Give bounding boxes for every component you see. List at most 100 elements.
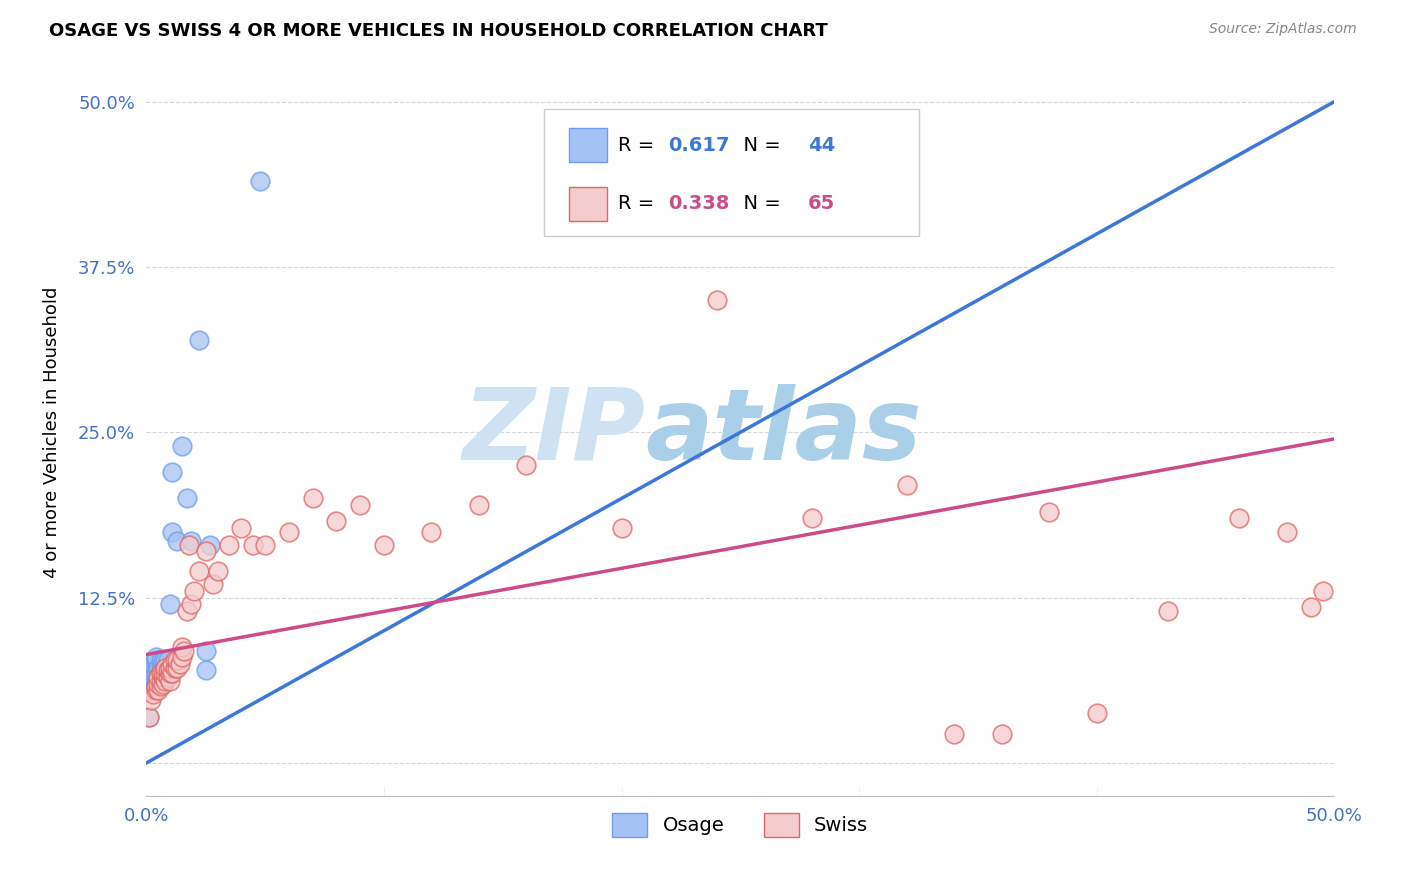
Point xyxy=(231,520,253,534)
Point xyxy=(301,491,323,506)
Point xyxy=(149,653,172,667)
Legend: Osage, Swiss: Osage, Swiss xyxy=(605,805,876,845)
Point xyxy=(138,710,160,724)
Point xyxy=(170,438,193,452)
Point xyxy=(146,670,169,684)
FancyBboxPatch shape xyxy=(544,109,918,235)
Point xyxy=(1227,511,1250,525)
Point xyxy=(149,666,172,681)
Point xyxy=(142,683,165,698)
Point xyxy=(152,670,174,684)
Point xyxy=(990,727,1012,741)
Point xyxy=(162,524,184,539)
Point xyxy=(163,661,186,675)
Point xyxy=(138,710,160,724)
Point xyxy=(152,661,174,675)
Point xyxy=(146,676,169,690)
Point xyxy=(145,653,167,667)
Point xyxy=(155,673,177,688)
Point xyxy=(152,666,174,681)
Point xyxy=(142,657,165,671)
Point xyxy=(149,666,172,681)
Point xyxy=(610,520,633,534)
Point xyxy=(1038,505,1060,519)
Point xyxy=(155,670,177,684)
Point xyxy=(145,676,167,690)
Point xyxy=(155,664,177,678)
Point xyxy=(159,666,181,681)
FancyBboxPatch shape xyxy=(569,128,607,162)
Point xyxy=(468,498,491,512)
Text: OSAGE VS SWISS 4 OR MORE VEHICLES IN HOUSEHOLD CORRELATION CHART: OSAGE VS SWISS 4 OR MORE VEHICLES IN HOU… xyxy=(49,22,828,40)
Point xyxy=(149,676,172,690)
Point xyxy=(146,670,169,684)
Point xyxy=(156,670,179,684)
Point xyxy=(142,687,165,701)
Point xyxy=(173,643,195,657)
Point xyxy=(162,657,184,671)
Point xyxy=(218,538,240,552)
Point xyxy=(373,538,395,552)
Point xyxy=(139,692,162,706)
Point xyxy=(200,538,222,552)
Text: 0.617: 0.617 xyxy=(668,136,730,154)
Point xyxy=(180,597,202,611)
Point xyxy=(145,650,167,665)
Point xyxy=(1299,599,1322,614)
Point xyxy=(156,664,179,678)
Point xyxy=(325,514,347,528)
Point xyxy=(145,679,167,693)
Text: R =: R = xyxy=(619,136,661,154)
Text: 65: 65 xyxy=(808,194,835,213)
Point xyxy=(1157,604,1180,618)
Point xyxy=(145,666,167,681)
Point xyxy=(169,657,191,671)
Point xyxy=(149,661,172,675)
Text: Source: ZipAtlas.com: Source: ZipAtlas.com xyxy=(1209,22,1357,37)
Text: 0.338: 0.338 xyxy=(668,194,730,213)
Point xyxy=(194,544,217,558)
Point xyxy=(706,293,728,307)
Text: atlas: atlas xyxy=(645,384,922,481)
Point xyxy=(159,673,181,688)
Point xyxy=(896,478,918,492)
Point xyxy=(187,333,209,347)
Point xyxy=(156,664,179,678)
Point xyxy=(194,643,217,657)
Text: ZIP: ZIP xyxy=(463,384,645,481)
Point xyxy=(176,604,198,618)
Point xyxy=(146,661,169,675)
Point xyxy=(180,533,202,548)
Point xyxy=(1085,706,1108,720)
Point xyxy=(155,666,177,681)
Point xyxy=(177,538,200,552)
Point xyxy=(163,653,186,667)
Point xyxy=(139,683,162,698)
Point xyxy=(166,533,188,548)
Text: N =: N = xyxy=(731,194,787,213)
Text: N =: N = xyxy=(731,136,787,154)
Point xyxy=(1312,584,1334,599)
Point xyxy=(155,653,177,667)
Point xyxy=(170,640,193,654)
Point xyxy=(142,670,165,684)
Point xyxy=(152,666,174,681)
Point xyxy=(152,653,174,667)
Point xyxy=(420,524,443,539)
Y-axis label: 4 or more Vehicles in Household: 4 or more Vehicles in Household xyxy=(44,286,60,578)
Point xyxy=(1275,524,1298,539)
Point xyxy=(872,174,894,188)
Point xyxy=(800,511,823,525)
Point xyxy=(515,458,537,473)
Point xyxy=(159,597,181,611)
Point xyxy=(142,666,165,681)
Point xyxy=(170,650,193,665)
Point xyxy=(194,664,217,678)
Point xyxy=(146,664,169,678)
Point xyxy=(162,666,184,681)
Point xyxy=(254,538,277,552)
Point xyxy=(166,661,188,675)
Point xyxy=(349,498,371,512)
Point xyxy=(249,174,271,188)
Point xyxy=(166,653,188,667)
